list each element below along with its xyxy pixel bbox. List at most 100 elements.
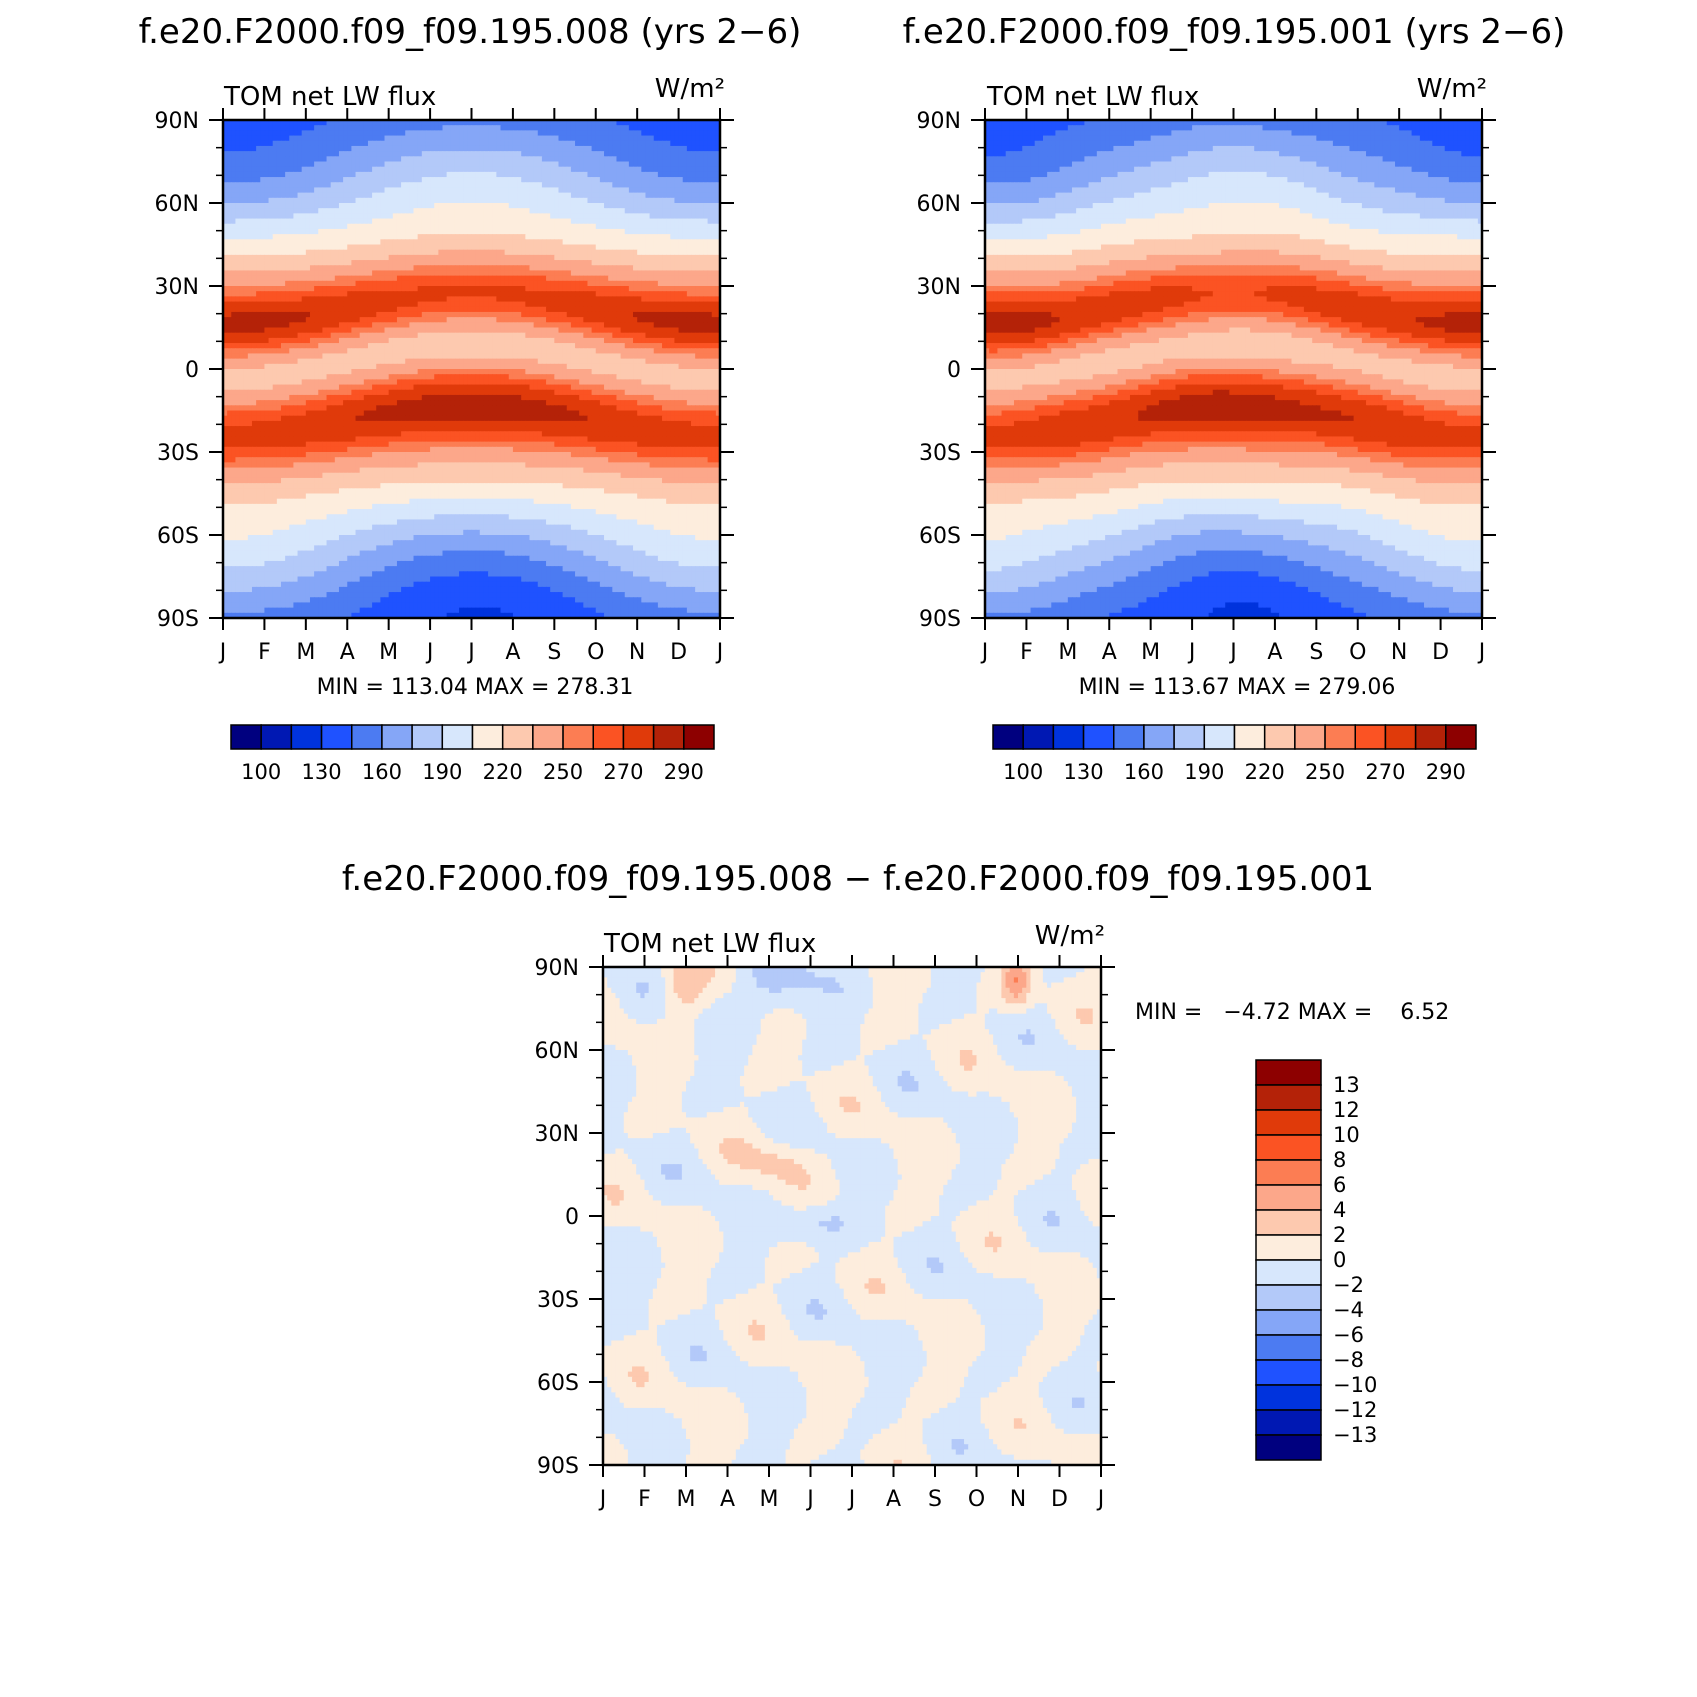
contour-cell [455, 328, 460, 334]
contour-cell [389, 208, 394, 214]
contour-cell [260, 167, 265, 173]
contour-cell [314, 328, 319, 334]
contour-cell [244, 198, 249, 204]
contour-cell [322, 156, 327, 162]
contour-cell [273, 151, 278, 157]
contour-cell [397, 172, 402, 178]
contour-cell [558, 172, 563, 178]
contour-cell [670, 203, 675, 209]
contour-cell [401, 125, 406, 131]
contour-cell [563, 193, 568, 199]
contour-cell [521, 203, 526, 209]
contour-cell [430, 182, 435, 188]
contour-cell [293, 151, 298, 157]
contour-cell [575, 198, 580, 204]
contour-cell [521, 125, 526, 131]
contour-cell [231, 177, 236, 183]
contour-cell [331, 291, 336, 297]
contour-cell [252, 328, 257, 334]
contour-cell [385, 219, 390, 225]
contour-cell [389, 162, 394, 168]
contour-cell [579, 213, 584, 219]
contour-cell [708, 146, 713, 152]
contour-cell [409, 224, 414, 230]
contour-cell [260, 245, 265, 251]
contour-cell [592, 141, 597, 147]
contour-cell [670, 213, 675, 219]
contour-cell [380, 193, 385, 199]
contour-cell [331, 213, 336, 219]
contour-cell [621, 219, 626, 225]
contour-cell [608, 146, 613, 152]
contour-cell [650, 213, 655, 219]
contour-cell [488, 182, 493, 188]
contour-cell [616, 312, 621, 318]
contour-cell [252, 187, 257, 193]
contour-cell [318, 208, 323, 214]
contour-cell [459, 250, 464, 256]
contour-cell [575, 208, 580, 214]
contour-cell [480, 250, 485, 256]
contour-cell [405, 250, 410, 256]
contour-cell [699, 265, 704, 271]
contour-cell [331, 270, 336, 276]
contour-cell [443, 250, 448, 256]
contour-cell [252, 245, 257, 251]
contour-cell [579, 307, 584, 313]
contour-cell [600, 250, 605, 256]
contour-cell [550, 224, 555, 230]
contour-cell [513, 198, 518, 204]
contour-cell [558, 162, 563, 168]
contour-cell [273, 265, 278, 271]
contour-cell [674, 317, 679, 323]
contour-cell [248, 296, 253, 302]
contour-cell [302, 286, 307, 292]
contour-cell [608, 276, 613, 282]
contour-cell [331, 281, 336, 287]
contour-cell [256, 281, 261, 287]
contour-cell [443, 172, 448, 178]
contour-cell [401, 322, 406, 328]
contour-cell [443, 234, 448, 240]
contour-cell [633, 198, 638, 204]
contour-cell [708, 317, 713, 323]
contour-cell [409, 255, 414, 261]
contour-cell [310, 141, 315, 147]
contour-cell [600, 276, 605, 282]
contour-cell [579, 130, 584, 136]
contour-cell [414, 198, 419, 204]
contour-cell [472, 136, 477, 142]
contour-cell [550, 312, 555, 318]
contour-cell [235, 146, 240, 152]
contour-cell [538, 317, 543, 323]
contour-cell [712, 270, 717, 276]
contour-cell [459, 203, 464, 209]
contour-cell [625, 229, 630, 235]
contour-cell [443, 281, 448, 287]
contour-cell [264, 203, 269, 209]
contour-cell [368, 187, 373, 193]
contour-cell [335, 208, 340, 214]
contour-cell [587, 270, 592, 276]
contour-cell [252, 307, 257, 313]
contour-cell [554, 177, 559, 183]
contour-cell [509, 317, 514, 323]
contour-cell [451, 265, 456, 271]
contour-cell [364, 162, 369, 168]
contour-cell [679, 276, 684, 282]
contour-cell [472, 146, 477, 152]
contour-cell [248, 245, 253, 251]
contour-cell [306, 182, 311, 188]
contour-cell [310, 317, 315, 323]
contour-cell [463, 213, 468, 219]
contour-cell [608, 167, 613, 173]
contour-cell [372, 172, 377, 178]
contour-cell [637, 245, 642, 251]
contour-cell [380, 239, 385, 245]
contour-cell [612, 286, 617, 292]
contour-cell [418, 167, 423, 173]
contour-cell [488, 286, 493, 292]
contour-cell [472, 250, 477, 256]
contour-cell [418, 265, 423, 271]
contour-cell [558, 146, 563, 152]
